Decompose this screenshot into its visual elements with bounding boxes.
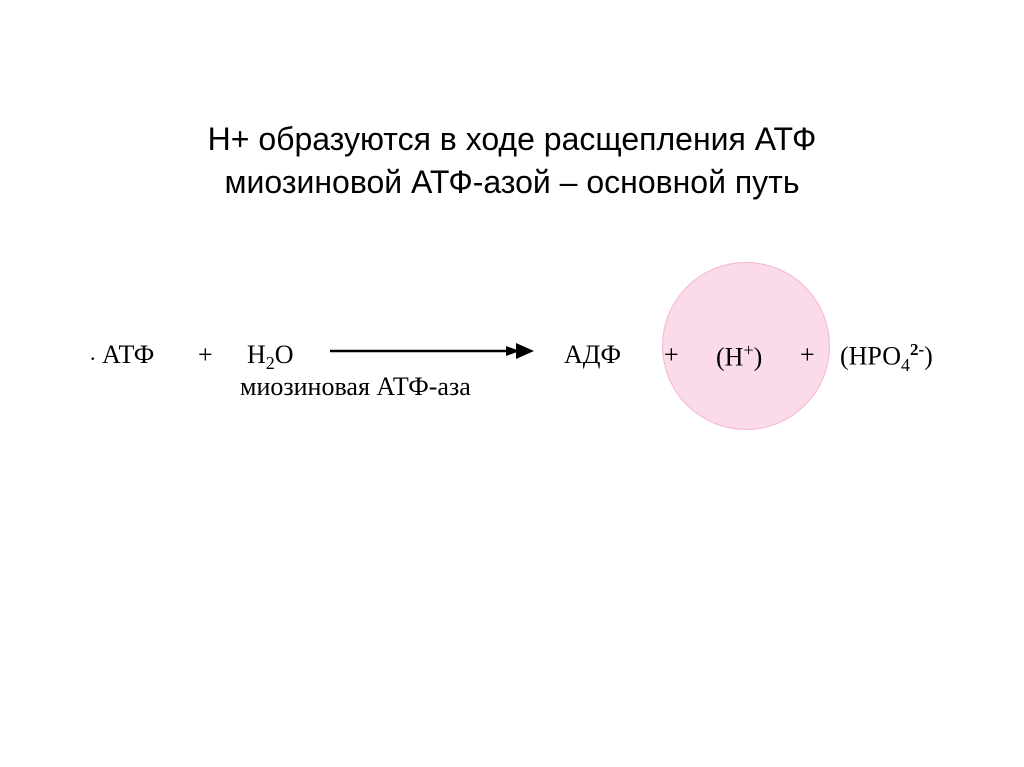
eq-h2o-sub: 2 [266,353,275,373]
slide-title: Н+ образуются в ходе расщепления АТФ мио… [0,118,1024,204]
eq-plus1: + [198,340,213,370]
title-line1: Н+ образуются в ходе расщепления АТФ [208,121,817,157]
eq-hplus-open: (Н [716,343,743,372]
eq-h2o-h: Н [247,340,266,369]
title-line2: миозиновой АТФ-азой – основной путь [225,164,800,200]
enzyme-label: миозиновая АТФ-аза [240,372,471,402]
equation-area: . АТФ + Н2O АДФ + (Н+) + (НРО42-) миозин… [0,340,1024,540]
eq-plus3: + [800,340,815,370]
eq-hplus-sup: + [743,340,753,360]
eq-dot: . [90,340,96,366]
eq-hpo4-close: ) [924,342,933,371]
eq-atp: АТФ [102,340,154,370]
eq-hplus: (Н+) [716,340,762,373]
eq-adp: АДФ [564,340,621,370]
eq-plus2: + [664,340,679,370]
eq-h2o: Н2O [247,340,294,374]
reaction-arrow [318,336,578,366]
eq-hpo4-sub: 4 [901,355,910,375]
slide: Н+ образуются в ходе расщепления АТФ мио… [0,0,1024,767]
eq-hplus-close: ) [754,343,763,372]
eq-h2o-o: O [275,340,294,369]
eq-hpo4-sup: 2- [910,340,924,359]
eq-hpo4-open: (НРО [840,342,901,371]
eq-hpo4: (НРО42-) [840,340,933,376]
